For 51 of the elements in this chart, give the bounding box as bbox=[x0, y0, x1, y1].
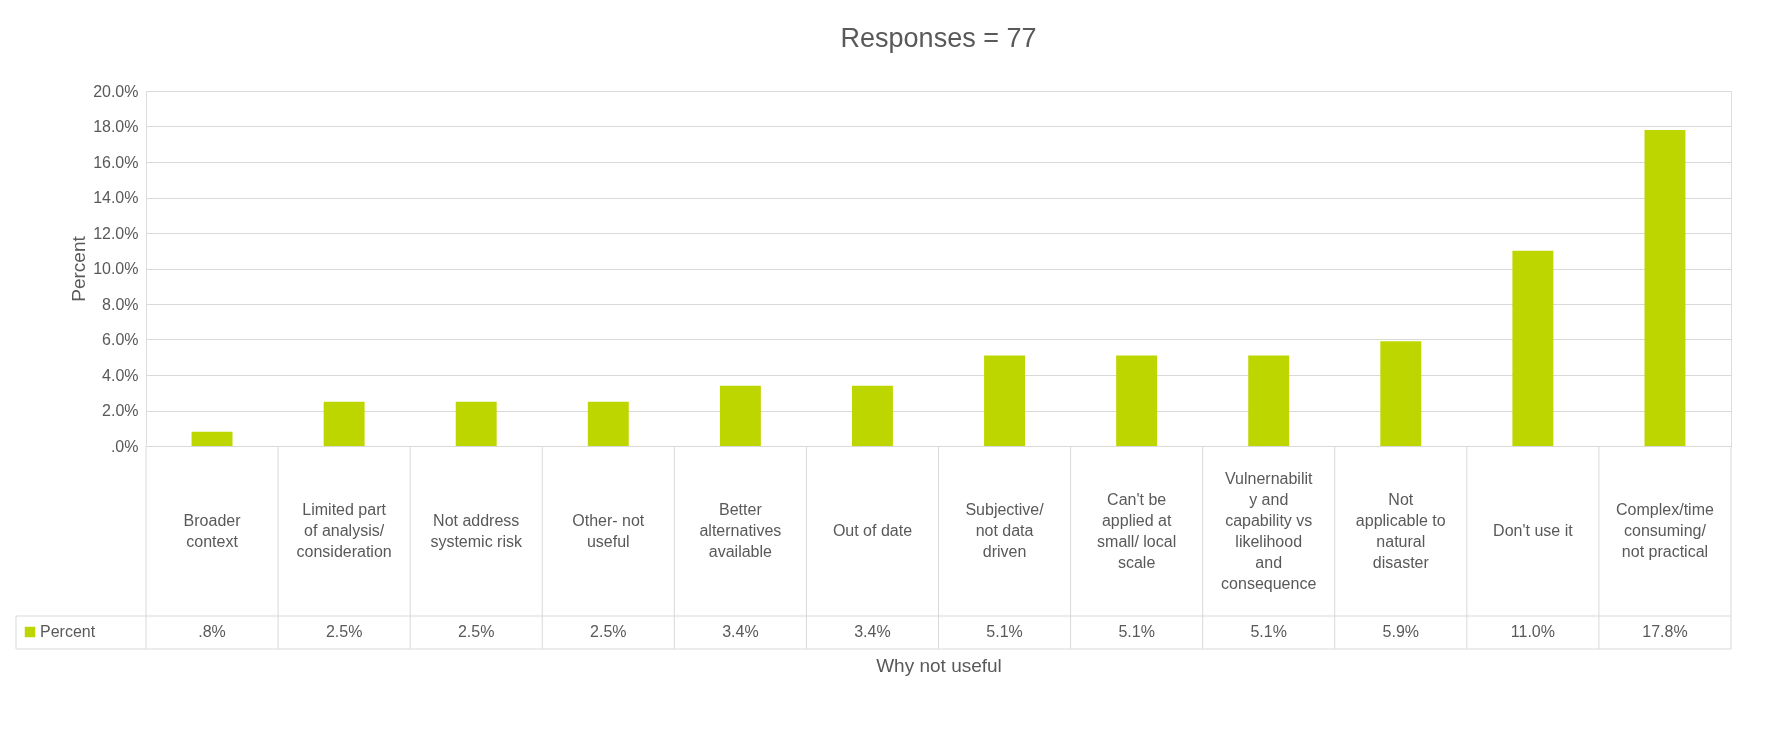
data-label: 2.5% bbox=[325, 623, 363, 640]
data-label: 3.4% bbox=[854, 623, 891, 640]
x-tick-label: Not applicable to natural disaster bbox=[1355, 490, 1446, 571]
bar bbox=[587, 401, 629, 446]
data-label: 2.5% bbox=[457, 623, 495, 640]
data-label: 5.9% bbox=[1382, 623, 1420, 640]
data-label: 3.4% bbox=[722, 623, 759, 640]
bar bbox=[984, 355, 1026, 446]
data-label: 5.1% bbox=[1250, 623, 1287, 640]
x-tick-label: Don't use it bbox=[1493, 522, 1574, 539]
x-tick-label: Broader context bbox=[183, 511, 242, 550]
y-tick-label: 8.0% bbox=[102, 295, 139, 313]
x-tick-label: Limited part of analysis/ consideration bbox=[296, 501, 392, 560]
x-tick-label: Other- not useful bbox=[572, 511, 645, 550]
y-tick-label: 20.0% bbox=[93, 82, 139, 100]
chart-title: Responses = 77 bbox=[840, 23, 1037, 53]
bar bbox=[1380, 341, 1422, 446]
bar bbox=[851, 385, 893, 446]
bar bbox=[323, 401, 365, 446]
x-tick-label: Out of date bbox=[832, 522, 913, 539]
bar bbox=[455, 401, 497, 446]
data-label: .8% bbox=[198, 623, 226, 640]
x-tick-label: Better alternatives available bbox=[699, 501, 782, 560]
y-tick-label: 10.0% bbox=[93, 260, 139, 277]
y-tick-label: 4.0% bbox=[102, 366, 139, 384]
y-tick-label: .0% bbox=[110, 437, 139, 455]
bar bbox=[1512, 250, 1554, 446]
bar bbox=[1116, 355, 1158, 446]
y-tick-label: 16.0% bbox=[93, 153, 139, 171]
x-axis-title: Why not useful bbox=[876, 654, 1002, 676]
bar bbox=[191, 431, 233, 446]
y-tick-label: 14.0% bbox=[93, 189, 139, 206]
y-axis-title: Percent bbox=[68, 235, 90, 302]
x-tick-label: Complex/time consuming/ not practical bbox=[1616, 501, 1714, 560]
x-tick-label: Vulnernability and capability vs likelihood and consequence bbox=[1221, 469, 1317, 592]
x-tick-label: Subjective/ not data driven bbox=[965, 501, 1045, 560]
y-tick-label: 18.0% bbox=[93, 118, 139, 135]
bar bbox=[1644, 130, 1686, 446]
y-tick-label: 12.0% bbox=[93, 224, 139, 242]
y-tick-label: 6.0% bbox=[102, 331, 139, 348]
bar bbox=[1248, 355, 1290, 446]
x-tick-label: Not address systemic risk bbox=[430, 511, 523, 550]
data-label: 11.0% bbox=[1510, 623, 1555, 640]
data-label: 2.5% bbox=[590, 623, 627, 640]
y-tick-label: 2.0% bbox=[102, 402, 139, 419]
x-tick-label: Can't be applied at small/ local scale bbox=[1097, 490, 1177, 571]
data-label: 17.8% bbox=[1642, 623, 1688, 640]
legend-label: Percent bbox=[40, 623, 96, 640]
data-label: 5.1% bbox=[1118, 623, 1155, 640]
bar bbox=[719, 385, 761, 446]
data-label: 5.1% bbox=[986, 623, 1023, 640]
